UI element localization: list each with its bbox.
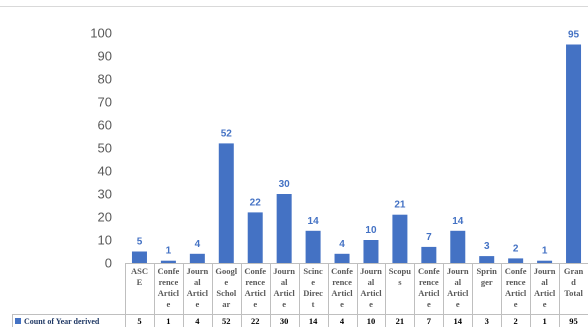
category-label: Journ al Articl e xyxy=(273,266,295,309)
bar xyxy=(421,246,437,263)
table-value: 1 xyxy=(166,316,170,326)
bar xyxy=(508,258,524,263)
table-value: 4 xyxy=(340,316,345,326)
data-label: 4 xyxy=(195,239,201,250)
data-label: 4 xyxy=(339,239,345,250)
table-value: 10 xyxy=(367,316,376,326)
legend-key xyxy=(15,318,21,324)
top-rule xyxy=(0,6,588,7)
bar xyxy=(131,251,147,263)
table-value: 30 xyxy=(280,316,289,326)
category-label: Confe rence Articl e xyxy=(244,266,266,309)
table-value: 52 xyxy=(222,316,231,326)
table-value: 14 xyxy=(309,316,318,326)
category-label: Journ al Articl e xyxy=(447,266,469,309)
data-label: 21 xyxy=(394,200,406,211)
bar xyxy=(276,194,292,263)
data-label: 1 xyxy=(542,246,548,257)
table-value: 14 xyxy=(454,316,463,326)
bars xyxy=(131,44,582,263)
bar xyxy=(334,253,350,263)
data-label: 10 xyxy=(365,225,377,236)
bar xyxy=(392,214,408,263)
table-value: 5 xyxy=(137,316,141,326)
data-label: 14 xyxy=(308,216,320,227)
data-table: ASC E Confe rence Articl e Journ al Articl e Googl… xyxy=(12,263,588,327)
y-tick-label: 50 xyxy=(98,141,112,156)
table-value: 3 xyxy=(485,316,489,326)
bar xyxy=(160,260,176,263)
y-tick-label: 90 xyxy=(98,49,112,64)
table-value: 2 xyxy=(514,316,518,326)
data-label: 5 xyxy=(137,237,143,248)
category-label: Confe rence Articl e xyxy=(158,266,180,309)
table-value: 7 xyxy=(427,316,432,326)
category-label: Scinc e Direc t xyxy=(303,266,323,309)
category-label: Googl e Schol ar xyxy=(215,266,237,309)
legend-label: Count of Year derived xyxy=(24,317,100,326)
table-value: 1 xyxy=(542,316,546,326)
data-label: 52 xyxy=(221,128,233,139)
bar xyxy=(450,230,466,263)
bar xyxy=(479,256,495,263)
y-tick-label: 60 xyxy=(98,118,112,133)
category-label: ASC E xyxy=(131,266,148,287)
data-label: 95 xyxy=(568,30,580,41)
category-label: Journ al Articl e xyxy=(360,266,382,309)
bar xyxy=(566,44,582,263)
table-value: 22 xyxy=(251,316,260,326)
table-value: 95 xyxy=(569,316,578,326)
category-label: Journ al Articl e xyxy=(534,266,556,309)
bar xyxy=(537,260,553,263)
category-label: Confe rence Articl e xyxy=(505,266,527,309)
data-label: 22 xyxy=(250,197,262,208)
y-tick-label: 10 xyxy=(98,233,112,248)
data-label: 1 xyxy=(166,246,172,257)
y-tick-label: 40 xyxy=(98,164,112,179)
table-value: 21 xyxy=(396,316,405,326)
bar xyxy=(305,230,321,263)
y-tick-label: 80 xyxy=(98,72,112,87)
category-label: Gran d Total xyxy=(564,266,584,298)
category-label: Journ al Articl e xyxy=(186,266,208,309)
bar xyxy=(363,240,379,263)
y-tick-label: 0 xyxy=(105,256,112,271)
y-tick-label: 30 xyxy=(98,187,112,202)
y-tick-label: 20 xyxy=(98,210,112,225)
data-label: 14 xyxy=(452,216,464,227)
data-label: 2 xyxy=(513,243,519,254)
data-label: 30 xyxy=(279,179,291,190)
y-tick-label: 100 xyxy=(90,26,112,41)
bar xyxy=(247,212,263,263)
data-label: 7 xyxy=(426,232,432,243)
category-label: Sprin ger xyxy=(477,266,498,287)
category-label: Confe rence Articl e xyxy=(418,266,440,309)
bar xyxy=(218,143,234,263)
category-label: Confe rence Articl e xyxy=(331,266,353,309)
y-tick-label: 70 xyxy=(98,95,112,110)
bar xyxy=(189,253,205,263)
table-value: 4 xyxy=(195,316,200,326)
data-label: 3 xyxy=(484,241,490,252)
category-label: Scopu s xyxy=(389,266,411,287)
